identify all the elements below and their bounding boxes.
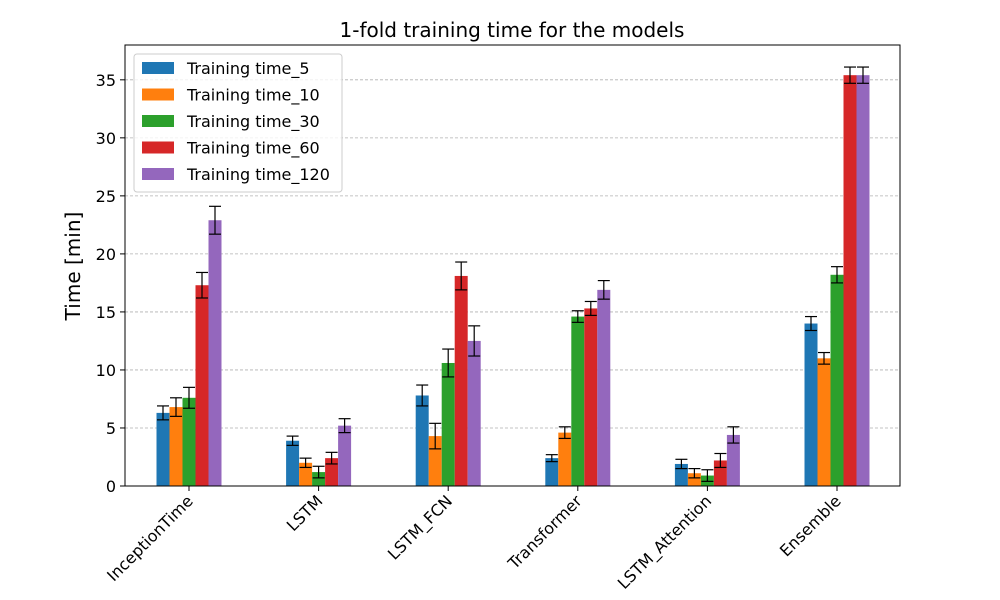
error-bar-Ensemble-Training time_60 [844,66,856,84]
legend-swatch [142,115,174,127]
error-bar-InceptionTime-Training time_60 [196,271,208,299]
y-tick-label: 15 [96,303,116,322]
error-bar-LSTM-Training time_120 [338,418,351,434]
bar-LSTM-Training time_120 [338,425,352,486]
error-bar-LSTM-Training time_30 [312,465,325,479]
legend: Training time_5 Training time_10 Training … [133,53,343,193]
bar-Ensemble-Training time_120 [856,75,870,487]
bar-Ensemble-Training time_60 [843,75,857,487]
error-bar-Transformer-Training time_30 [571,310,584,323]
y-tick-label: 30 [96,129,116,148]
error-bar-Transformer-Training time_10 [558,426,571,440]
bar-LSTM_Attention-Training time_10 [687,473,701,486]
error-bar-LSTM_FCN-Training time_120 [468,325,481,357]
error-bar-LSTM_Attention-Training time_60 [714,452,727,469]
error-bar-LSTM_FCN-Training time_30 [442,348,455,378]
bar-LSTM_FCN-Training time_60 [454,275,468,486]
bar-Ensemble-Training time_30 [830,274,844,486]
bar-LSTM-Training time_5 [286,440,300,486]
error-bar-InceptionTime-Training time_30 [183,386,195,409]
error-bar-Transformer-Training time_5 [545,454,558,463]
bar-LSTM_Attention-Training time_5 [674,463,688,486]
bar-LSTM-Training time_10 [299,462,313,486]
error-bar-LSTM-Training time_60 [325,451,338,465]
error-bar-InceptionTime-Training time_5 [157,405,169,421]
error-bar-LSTM_FCN-Training time_10 [429,422,442,450]
error-bar-Ensemble-Training time_5 [805,315,817,332]
bar-Transformer-Training time_30 [571,316,585,486]
legend-swatch [142,168,174,180]
error-bar-LSTM_FCN-Training time_5 [416,384,429,407]
error-bar-Transformer-Training time_60 [584,300,597,317]
bar-InceptionTime-Training time_30 [182,397,196,486]
bar-Transformer-Training time_10 [558,432,572,486]
legend-box [133,53,343,193]
bar-LSTM_FCN-Training time_5 [415,395,429,486]
y-tick-label: 0 [106,477,116,496]
legend-swatch [142,88,174,101]
error-bar-Ensemble-Training time_30 [831,266,843,284]
error-bar-Transformer-Training time_120 [597,279,610,300]
y-tick-label: 5 [106,419,116,438]
error-bar-LSTM_Attention-Training time_10 [688,467,701,479]
legend-swatch [142,62,174,74]
bar-InceptionTime-Training time_10 [169,407,183,486]
legend-label: Training time_30 [186,112,320,132]
chart-title: 1-fold training time for the models [340,18,685,42]
error-bar-LSTM-Training time_10 [299,457,312,469]
bar-LSTM_Attention-Training time_120 [726,434,740,486]
y-tick-label: 20 [96,245,116,264]
bar-Transformer-Training time_60 [584,308,598,486]
plot-frame [124,44,901,487]
legend-label: Training time_120 [186,165,330,185]
legend-label: Training time_5 [186,59,310,79]
y-axis-ticks: 0 5 10 15 20 25 30 35 [96,71,125,496]
y-axis-label: Time [min] [61,212,85,322]
legend-swatch [142,141,174,154]
error-bar-LSTM_Attention-Training time_30 [701,469,714,482]
legend-label: Training time_10 [186,86,320,106]
error-bar-LSTM_Attention-Training time_120 [727,426,740,444]
bar-LSTM_FCN-Training time_30 [441,362,455,486]
error-bar-InceptionTime-Training time_120 [209,205,221,235]
bar-Ensemble-Training time_10 [817,358,831,486]
bars-group [156,75,870,487]
error-bar-LSTM-Training time_5 [286,435,299,446]
error-bar-LSTM_Attention-Training time_5 [675,458,688,470]
legend-label: Training time_60 [186,139,320,159]
bar-InceptionTime-Training time_120 [208,220,222,486]
bar-LSTM-Training time_30 [312,472,326,486]
gridlines [125,79,900,429]
bar-InceptionTime-Training time_60 [195,285,209,486]
bar-Transformer-Training time_120 [597,289,611,486]
y-tick-label: 35 [96,71,116,90]
y-tick-label: 10 [96,361,116,380]
y-tick-label: 25 [96,187,116,206]
bar-LSTM-Training time_60 [325,458,339,486]
bar-InceptionTime-Training time_5 [156,412,170,486]
bar-Transformer-Training time_5 [545,458,559,486]
error-bar-Ensemble-Training time_10 [818,351,830,365]
bar-Ensemble-Training time_5 [804,323,818,486]
bar-LSTM_FCN-Training time_120 [467,340,481,486]
error-bar-LSTM_FCN-Training time_60 [455,261,468,291]
error-bars-group [157,66,869,482]
error-bar-InceptionTime-Training time_10 [170,397,182,417]
error-bar-Ensemble-Training time_120 [857,66,869,84]
